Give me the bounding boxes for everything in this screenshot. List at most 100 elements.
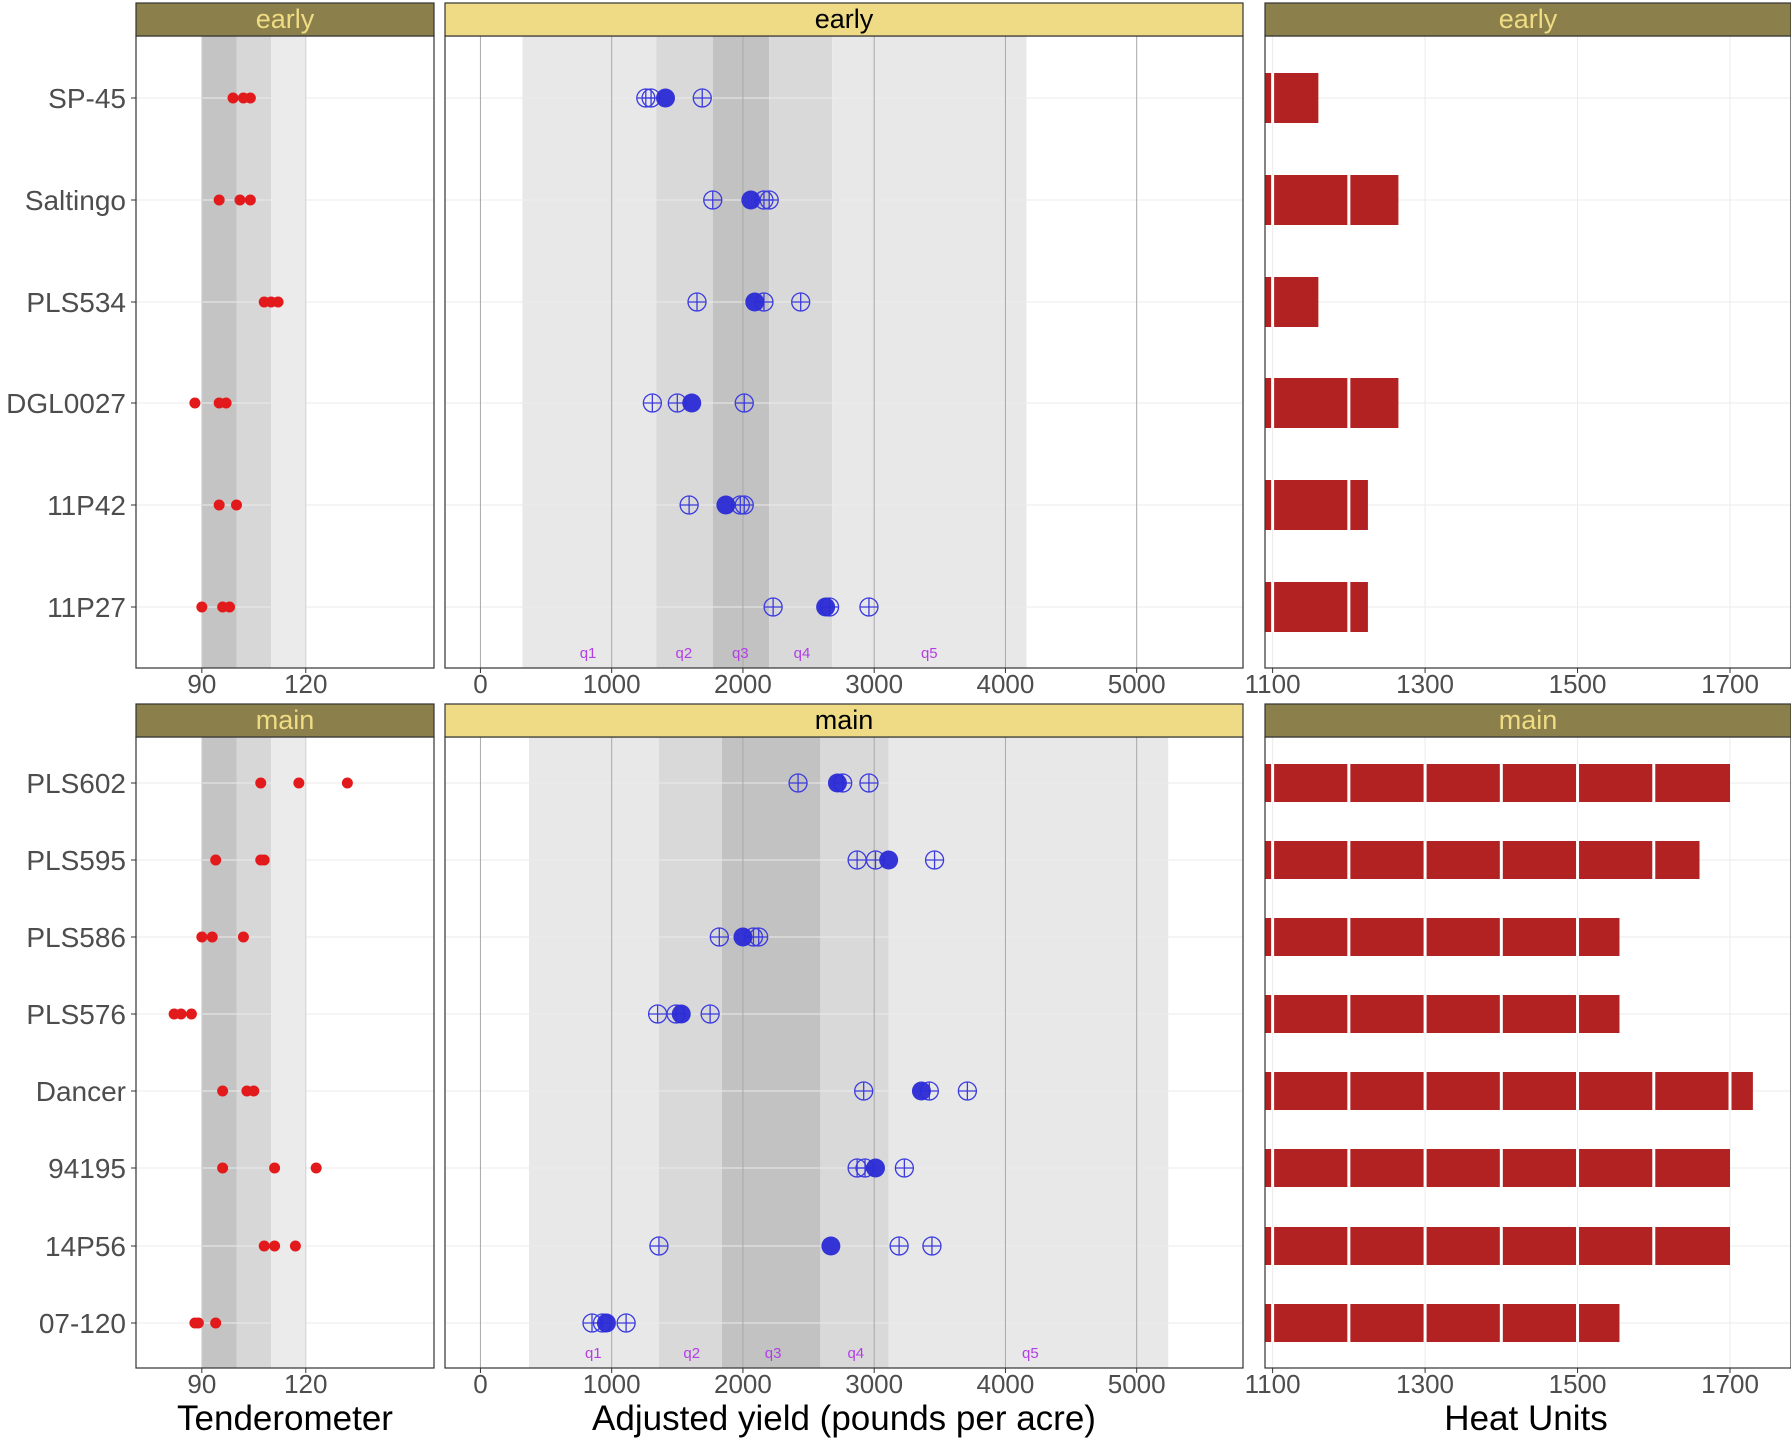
x-tick-label: 1700	[1701, 1369, 1759, 1399]
yield-mean-point	[879, 850, 899, 870]
yield-mean-point	[816, 597, 836, 617]
heat-bar	[1265, 1072, 1753, 1110]
tenderometer-point	[210, 1317, 222, 1329]
facet-strip-label: early	[815, 4, 874, 34]
facet-strip	[135, 2, 435, 37]
x-tick-label: 2000	[714, 669, 772, 699]
quantile-label: q1	[580, 645, 597, 662]
quantile-label: q2	[676, 645, 693, 662]
category-label: PLS595	[26, 845, 126, 876]
tenderometer-point	[192, 1317, 204, 1329]
yield-mean-point	[656, 88, 675, 108]
facet-strip-label: main	[1499, 705, 1558, 735]
category-label: PLS586	[26, 922, 126, 953]
yield-replicate-point	[647, 1004, 668, 1024]
heat-bar	[1265, 175, 1399, 225]
category-label: 07-120	[39, 1308, 126, 1339]
quantile-label: q3	[765, 1345, 782, 1362]
facet-strip	[1264, 703, 1791, 738]
x-tick-label: 120	[284, 1369, 327, 1399]
x-tick-label: 1300	[1396, 669, 1454, 699]
x-tick-label: 1000	[583, 669, 641, 699]
yield-mean-point	[716, 495, 736, 515]
category-label: 11P42	[47, 490, 126, 521]
heat-bar	[1265, 1149, 1731, 1187]
heat-panel-early	[1264, 2, 1791, 673]
x-tick-label: 0	[473, 1369, 487, 1399]
quantile-band	[820, 737, 889, 1368]
tenderometer-point	[224, 601, 236, 613]
yield-replicate-point	[709, 927, 729, 947]
yield-replicate-point	[791, 292, 811, 312]
quantile-label: q1	[585, 1345, 602, 1362]
yield-replicate-point	[859, 773, 879, 793]
tenderometer-panel-main	[131, 703, 435, 1373]
heat-bar	[1265, 1227, 1731, 1265]
category-label: Saltingo	[25, 185, 126, 216]
heat-bar	[1265, 841, 1700, 879]
yield-replicate-point	[616, 1313, 636, 1333]
yield-mean-point	[827, 773, 847, 793]
quantile-label: q5	[1022, 1345, 1039, 1362]
yield-replicate-point	[703, 190, 723, 210]
tenderometer-point	[269, 1162, 281, 1174]
quantile-label: q4	[794, 645, 811, 662]
yield-replicate-point	[734, 393, 754, 413]
x-tick-label: 3000	[845, 1369, 903, 1399]
yield-replicate-point	[642, 393, 663, 413]
x-tick-label: 4000	[977, 1369, 1035, 1399]
facet-strip-label: early	[256, 4, 315, 34]
tenderometer-point	[217, 1085, 229, 1097]
tenderometer-point	[272, 296, 284, 308]
x-tick-label: 3000	[845, 669, 903, 699]
yield-replicate-point	[692, 88, 712, 108]
tenderometer-axis-title: Tenderometer	[177, 1399, 393, 1438]
facet-strip	[444, 2, 1244, 37]
yield-axis-title: Adjusted yield (pounds per acre)	[592, 1399, 1096, 1438]
tenderometer-point	[248, 1085, 260, 1097]
yield-replicate-point	[922, 1236, 942, 1256]
category-label: SP-45	[48, 83, 126, 114]
yield-replicate-point	[859, 597, 879, 617]
tenderometer-point	[189, 397, 201, 409]
yield-replicate-point	[763, 597, 783, 617]
quantile-band	[522, 36, 657, 668]
x-tick-label: 1100	[1245, 669, 1301, 699]
quantile-label: q3	[732, 645, 749, 662]
yield-replicate-point	[734, 495, 754, 515]
tenderometer-point	[185, 1008, 197, 1020]
tenderometer-point	[213, 194, 225, 206]
heat-bar	[1265, 378, 1399, 428]
category-label: PLS534	[26, 287, 126, 318]
yield-panel-main	[444, 703, 1244, 1373]
heat-bar	[1265, 1304, 1620, 1342]
yield-replicate-point	[894, 1158, 915, 1178]
facet-strip	[1264, 2, 1791, 37]
x-tick-label: 1500	[1549, 1369, 1607, 1399]
x-tick-label: 1700	[1701, 669, 1759, 699]
heat-panel-main	[1264, 703, 1791, 1373]
quantile-band	[529, 737, 659, 1368]
quantile-label: q2	[683, 1345, 700, 1362]
tenderometer-point	[196, 601, 208, 613]
tenderness-band	[236, 737, 272, 1368]
tenderometer-point	[255, 777, 267, 789]
heat-bar	[1265, 480, 1368, 530]
x-tick-label: 4000	[977, 669, 1035, 699]
yield-replicate-point	[679, 495, 699, 515]
tenderometer-point	[175, 1008, 187, 1020]
yield-replicate-point	[889, 1236, 909, 1256]
yield-mean-point	[745, 292, 765, 312]
tenderometer-point	[206, 931, 218, 943]
x-tick-label: 120	[284, 669, 327, 699]
category-label: PLS602	[26, 768, 126, 799]
tenderometer-point	[230, 499, 242, 511]
heat-bar	[1265, 995, 1620, 1033]
facet-strip-label: main	[815, 705, 874, 735]
facet-strip	[135, 703, 435, 738]
quantile-band	[721, 737, 821, 1368]
x-tick-label: 90	[187, 669, 216, 699]
x-tick-label: 0	[473, 669, 487, 699]
tenderometer-point	[196, 931, 208, 943]
